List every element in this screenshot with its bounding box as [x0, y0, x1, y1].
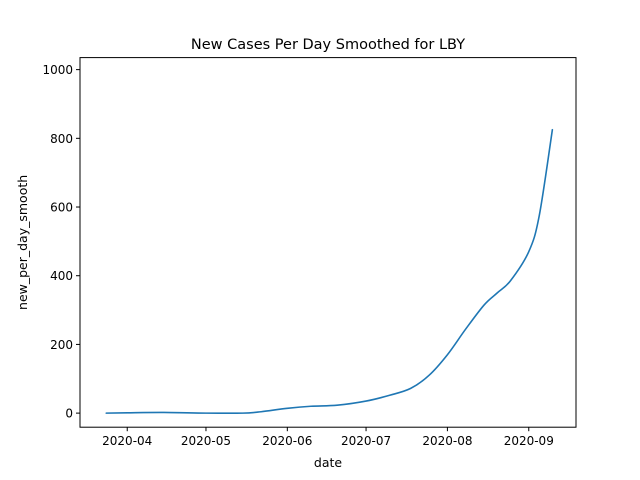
x-tick-label: 2020-08 [422, 434, 472, 448]
y-tick-label: 0 [65, 407, 73, 421]
y-tick-label: 200 [50, 338, 73, 352]
x-tick-label: 2020-06 [262, 434, 312, 448]
y-axis: 0 200 400 600 800 1000 [42, 63, 80, 421]
series-layer [105, 128, 554, 415]
y-tick-label: 1000 [42, 63, 73, 77]
y-axis-label: new_per_day_smooth [15, 175, 30, 310]
x-axis-label: date [314, 455, 342, 470]
series-line [105, 128, 554, 415]
y-tick-label: 600 [50, 201, 73, 215]
x-tick-label: 2020-05 [181, 434, 231, 448]
plot-area-frame [79, 57, 577, 428]
x-tick-label: 2020-09 [504, 434, 554, 448]
x-tick-label: 2020-04 [102, 434, 152, 448]
y-tick-label: 400 [50, 269, 73, 283]
x-axis: 2020-04 2020-05 2020-06 2020-07 2020-08 2020-… [102, 427, 554, 448]
x-tick-label: 2020-07 [341, 434, 391, 448]
y-tick-label: 800 [50, 132, 73, 146]
chart-title: New Cases Per Day Smoothed for LBY [191, 37, 465, 53]
